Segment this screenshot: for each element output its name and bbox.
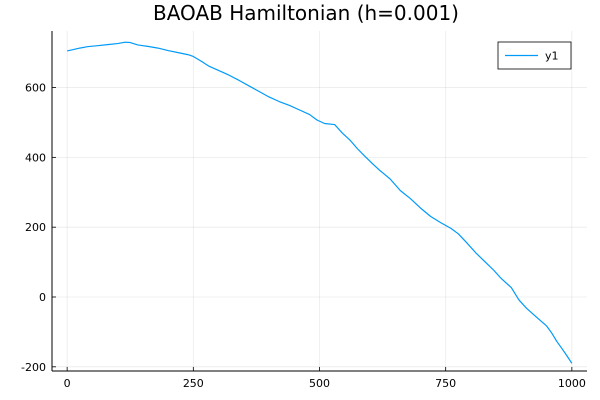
x-tick-label: 750 bbox=[435, 377, 456, 390]
legend: y1 bbox=[497, 41, 572, 70]
y-tick-label: -200 bbox=[21, 361, 46, 374]
y-tick-label: 200 bbox=[25, 221, 46, 234]
x-tick-label: 500 bbox=[309, 377, 330, 390]
y-tick-label: 400 bbox=[25, 151, 46, 164]
series-line-y1 bbox=[67, 41, 573, 364]
y-tick-label: 0 bbox=[39, 291, 46, 304]
legend-label-y1: y1 bbox=[545, 50, 559, 63]
x-tick-label: 1000 bbox=[558, 377, 586, 390]
y-tick-label: 600 bbox=[25, 82, 46, 95]
x-ticks: 0 250 500 750 1000 bbox=[64, 367, 586, 390]
grid bbox=[52, 31, 587, 371]
series-lines bbox=[67, 41, 573, 364]
x-tick-label: 250 bbox=[183, 377, 204, 390]
y-ticks: -200 0 200 400 600 bbox=[21, 82, 56, 374]
chart-title: BAOAB Hamiltonian (h=0.001) bbox=[153, 1, 459, 25]
x-tick-label: 0 bbox=[64, 377, 71, 390]
